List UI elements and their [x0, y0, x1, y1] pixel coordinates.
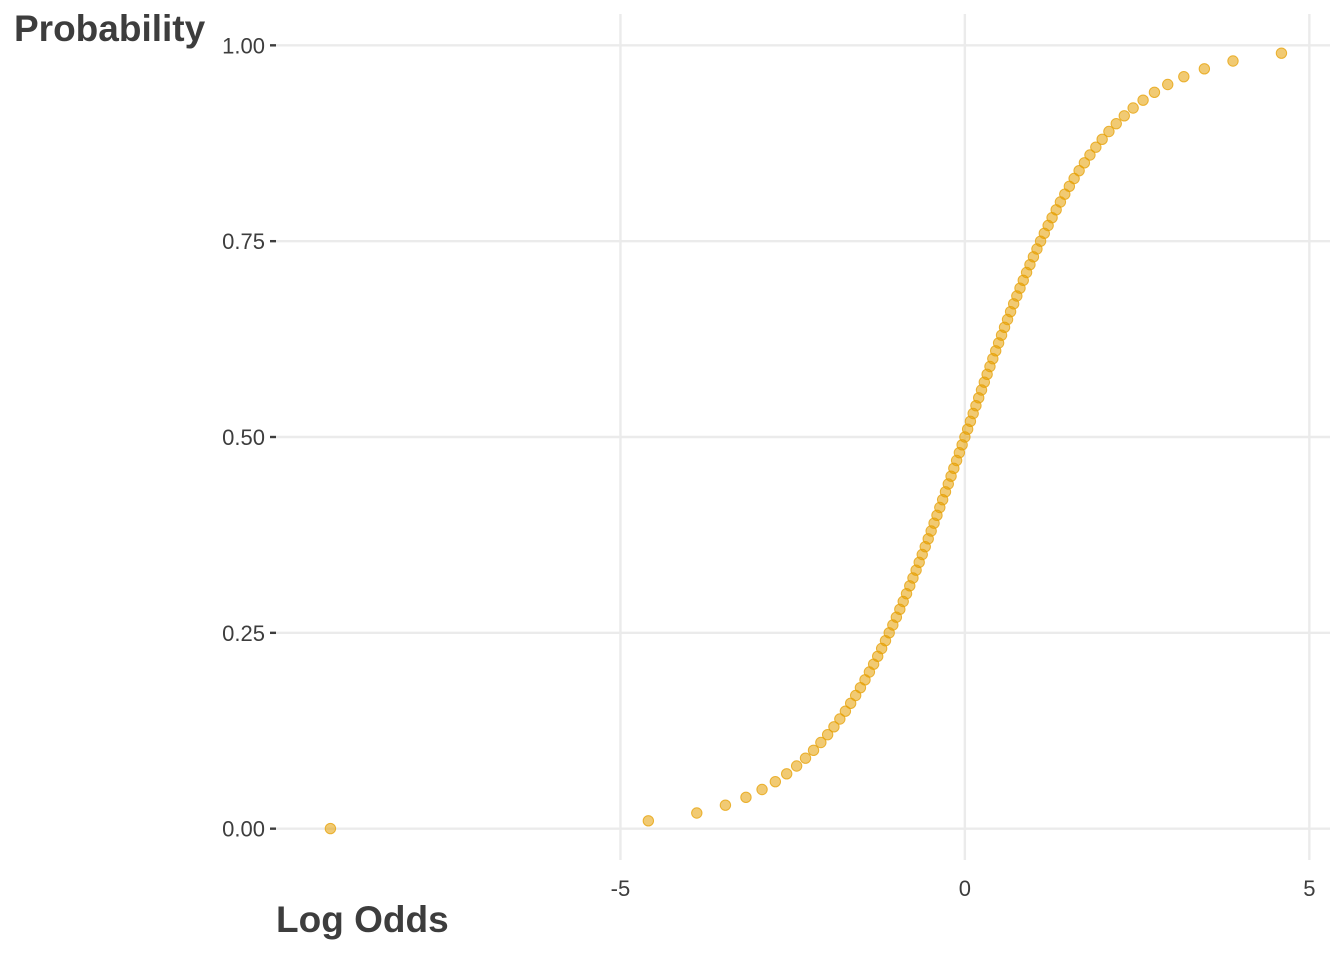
- data-point: [799, 752, 812, 764]
- data-point: [324, 822, 337, 835]
- data-point: [691, 807, 703, 819]
- data-point: [1096, 133, 1108, 146]
- data-point: [740, 791, 752, 804]
- data-point: [769, 775, 782, 788]
- data-point: [1090, 141, 1102, 153]
- data-point: [821, 728, 834, 741]
- data-point: [1110, 117, 1122, 130]
- data-point: [1198, 63, 1211, 75]
- x-tick-label: 0: [959, 876, 971, 901]
- y-axis-title: Probability: [14, 8, 206, 49]
- data-point: [1084, 149, 1096, 161]
- y-tick-label: 1.00: [222, 33, 265, 58]
- y-tick-label: 0.50: [222, 425, 265, 450]
- data-point: [790, 760, 803, 772]
- data-point: [1178, 70, 1190, 83]
- tick-layer: 0.00 0.25 0.50 0.75 1.00 -5 0 5: [222, 33, 1315, 901]
- data-point: [1103, 125, 1115, 138]
- x-axis-title: Log Odds: [276, 899, 449, 940]
- x-tick-label: 5: [1303, 876, 1315, 901]
- data-point: [780, 768, 793, 780]
- data-point: [1162, 78, 1174, 91]
- data-point: [1127, 102, 1139, 114]
- data-point: [828, 721, 840, 733]
- y-tick-label: 0.00: [222, 817, 265, 842]
- data-point: [1078, 157, 1091, 169]
- data-point: [1118, 110, 1130, 122]
- data-point: [839, 705, 852, 717]
- data-point: [1073, 164, 1085, 177]
- data-point: [642, 815, 655, 827]
- data-point: [1275, 47, 1288, 59]
- data-point: [1227, 55, 1239, 67]
- y-tick-label: 0.25: [222, 621, 265, 646]
- x-tick-label: -5: [611, 876, 631, 901]
- data-point: [815, 736, 827, 749]
- data-point: [1137, 94, 1149, 106]
- grid-layer: [276, 14, 1330, 860]
- data-point: [807, 744, 820, 757]
- points-layer: [324, 47, 1288, 835]
- data-point: [719, 799, 732, 811]
- data-point: [834, 713, 846, 725]
- data-point: [756, 783, 768, 796]
- y-tick-label: 0.75: [222, 229, 265, 254]
- data-point: [1148, 86, 1161, 99]
